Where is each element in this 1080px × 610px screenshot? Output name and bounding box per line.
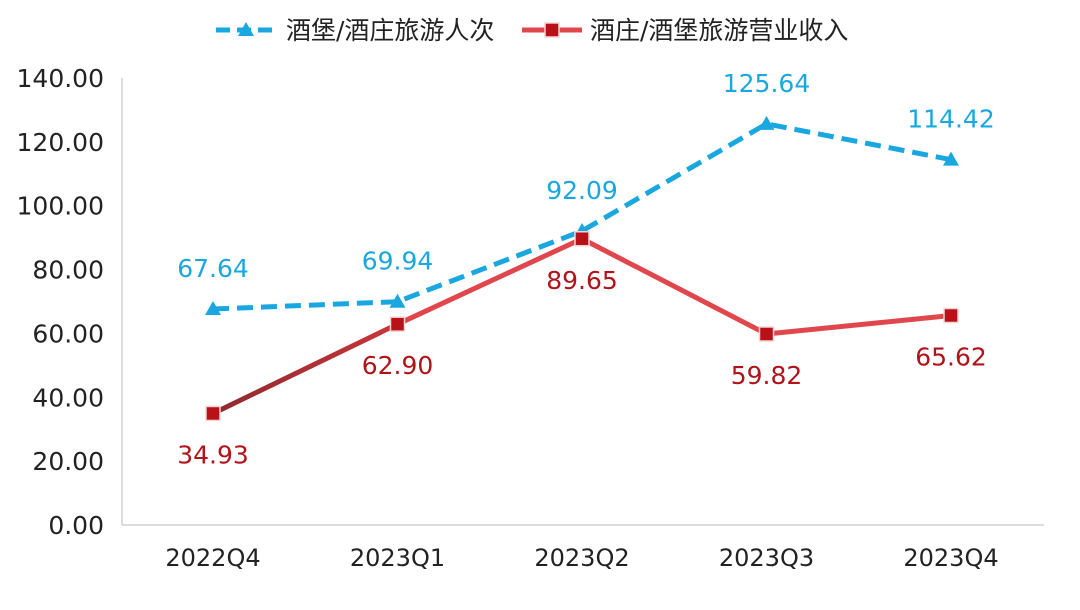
- square-marker: [943, 307, 959, 324]
- data-label-visitors: 67.64: [177, 254, 249, 283]
- x-tick-label: 2023Q4: [903, 544, 998, 572]
- data-label-visitors: 69.94: [362, 247, 434, 276]
- series-layer: [205, 115, 959, 422]
- square-marker: [205, 405, 221, 422]
- triangle-marker: [205, 301, 221, 316]
- data-label-visitors: 92.09: [546, 176, 618, 205]
- y-tick-label: 120.00: [17, 128, 104, 157]
- y-tick-label: 40.00: [32, 383, 104, 412]
- square-marker: [389, 316, 406, 332]
- data-label-revenue: 89.65: [546, 266, 618, 295]
- series-line-segment-revenue: [764, 312, 954, 337]
- y-tick-label: 140.00: [17, 64, 104, 93]
- x-tick-label: 2023Q1: [350, 544, 445, 572]
- data-label-revenue: 34.93: [177, 440, 249, 469]
- legend-square-marker: [544, 22, 560, 38]
- square-marker: [574, 231, 590, 247]
- data-label-revenue: 62.90: [362, 351, 434, 380]
- legend-item-visitors: 酒堡/酒庄旅游人次: [216, 16, 494, 45]
- triangle-marker: [389, 293, 406, 308]
- data-label-layer: 67.64 69.94 92.09 125.64 114.42 34.93 62.90 89.…: [177, 69, 995, 470]
- x-axis: 2022Q4 2023Q1 2023Q2 2023Q3 2023Q4: [122, 524, 1044, 572]
- series-line-segment-revenue: [395, 236, 585, 327]
- data-label-visitors: 114.42: [907, 105, 994, 134]
- data-label-visitors: 125.64: [723, 69, 810, 98]
- legend-triangle-marker: [238, 22, 254, 36]
- x-tick-label: 2023Q3: [719, 544, 814, 572]
- data-label-revenue: 59.82: [731, 361, 803, 390]
- triangle-marker: [758, 115, 775, 130]
- y-tick-label: 80.00: [32, 256, 104, 285]
- square-marker: [758, 326, 775, 342]
- legend: 酒堡/酒庄旅游人次 酒庄/酒堡旅游营业收入: [216, 16, 848, 45]
- y-tick-label: 100.00: [17, 192, 104, 221]
- y-tick-label: 20.00: [32, 447, 104, 476]
- data-label-revenue: 65.62: [915, 342, 987, 371]
- y-axis: 0.00 20.00 40.00 60.00 80.00 100.00 120.00 140.…: [17, 64, 123, 540]
- series-line-segment-revenue: [579, 236, 769, 337]
- series-line-visitors: [212, 121, 952, 312]
- series-line-segment-revenue: [210, 321, 400, 416]
- triangle-marker: [943, 151, 959, 166]
- x-tick-label: 2022Q4: [165, 544, 260, 572]
- legend-item-revenue: 酒庄/酒堡旅游营业收入: [522, 16, 848, 45]
- legend-label: 酒堡/酒庄旅游人次: [286, 16, 494, 45]
- x-tick-label: 2023Q2: [534, 544, 629, 572]
- y-tick-label: 60.00: [32, 319, 104, 348]
- y-tick-label: 0.00: [48, 511, 104, 540]
- legend-label: 酒庄/酒堡旅游营业收入: [590, 16, 848, 45]
